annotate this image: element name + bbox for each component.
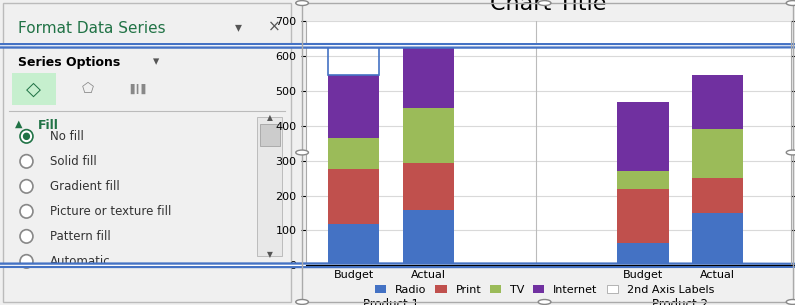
Text: ▐❙▌: ▐❙▌	[126, 84, 149, 95]
Circle shape	[0, 44, 795, 48]
FancyBboxPatch shape	[12, 73, 56, 105]
Bar	[403, 48, 454, 109]
Text: ⬠: ⬠	[82, 82, 95, 96]
Bar	[403, 210, 454, 265]
Circle shape	[20, 205, 33, 218]
Text: Automatic: Automatic	[50, 255, 111, 268]
Text: ▾: ▾	[235, 20, 242, 34]
Text: ◇: ◇	[26, 80, 41, 99]
Bar	[328, 138, 379, 170]
Bar	[618, 171, 669, 189]
Text: ▾: ▾	[153, 56, 159, 69]
Text: Format Data Series: Format Data Series	[17, 21, 165, 36]
Circle shape	[20, 155, 33, 168]
Text: Picture or texture fill: Picture or texture fill	[50, 205, 172, 218]
Text: Fill: Fill	[38, 119, 59, 132]
FancyBboxPatch shape	[260, 124, 281, 146]
Text: Solid fill: Solid fill	[50, 155, 97, 168]
Circle shape	[20, 180, 33, 193]
Bar	[328, 170, 379, 224]
Bar	[328, 75, 379, 138]
Circle shape	[20, 230, 33, 243]
Circle shape	[20, 130, 33, 143]
Text: Product 2: Product 2	[653, 299, 708, 305]
Text: No fill: No fill	[50, 130, 84, 143]
Text: Series Options: Series Options	[17, 56, 120, 70]
Title: Chart Title: Chart Title	[491, 0, 607, 14]
Circle shape	[0, 264, 795, 267]
Text: Gradient fill: Gradient fill	[50, 180, 120, 193]
Text: Pattern fill: Pattern fill	[50, 230, 111, 243]
Bar	[403, 109, 454, 163]
Bar	[618, 102, 669, 171]
Bar	[618, 243, 669, 265]
Circle shape	[0, 44, 795, 48]
Text: ▲: ▲	[14, 119, 22, 129]
Legend: Radio, Print, TV, Internet, 2nd Axis Labels: Radio, Print, TV, Internet, 2nd Axis Lab…	[370, 280, 719, 300]
Bar	[692, 75, 743, 129]
Text: ▼: ▼	[267, 250, 273, 259]
Bar	[692, 213, 743, 265]
Text: ×: ×	[268, 20, 281, 35]
Bar	[328, 46, 379, 75]
Text: Product 1: Product 1	[363, 299, 419, 305]
Circle shape	[20, 255, 33, 268]
Bar	[692, 178, 743, 213]
Bar	[618, 189, 669, 243]
Circle shape	[0, 264, 795, 267]
Bar	[692, 129, 743, 178]
Circle shape	[24, 133, 29, 139]
FancyBboxPatch shape	[258, 117, 282, 256]
Text: ▲: ▲	[267, 113, 273, 122]
Bar	[328, 224, 379, 265]
Bar	[403, 163, 454, 210]
